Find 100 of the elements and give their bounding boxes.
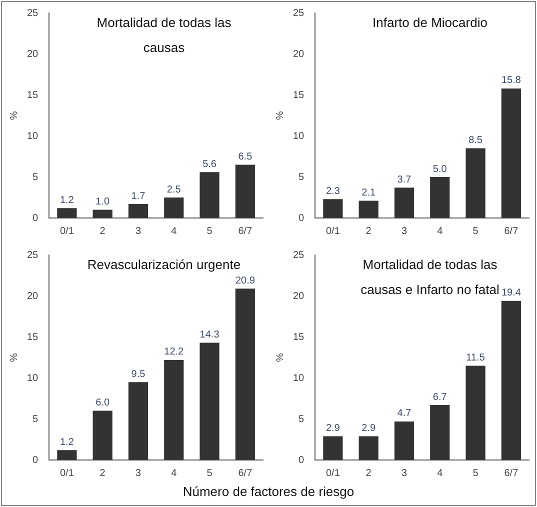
data-label: 1.7	[131, 190, 146, 202]
y-tick-label: 10	[293, 372, 305, 384]
bar	[164, 198, 184, 218]
bar	[394, 421, 414, 460]
x-axis-title: Número de factores de riesgo	[182, 484, 356, 499]
y-tick-label: 15	[27, 332, 39, 343]
text: Mortalidad de todas las causas	[96, 14, 232, 57]
data-label: 3.7	[397, 174, 412, 186]
data-label: 8.5	[468, 135, 483, 146]
bar	[200, 172, 220, 218]
y-tick-label: 5	[32, 172, 39, 183]
y-tick-label: 20	[27, 290, 39, 302]
y-axis-title: %	[8, 110, 20, 120]
x-tick-label: 0/1	[326, 226, 340, 237]
bar	[92, 210, 112, 218]
bar	[57, 450, 77, 460]
bar	[235, 288, 255, 460]
y-axis-title: %	[274, 110, 286, 120]
x-tick-label: 0/1	[60, 468, 74, 479]
x-tick-label: 5	[472, 226, 479, 237]
bar	[358, 436, 378, 460]
data-label: 2.9	[326, 422, 340, 434]
bar	[466, 148, 486, 218]
bar	[235, 164, 255, 218]
x-tick-label: 5	[206, 468, 213, 479]
y-tick-label: 5	[298, 414, 305, 425]
data-label: 20.9	[235, 275, 256, 286]
x-tick-label: 4	[171, 468, 178, 479]
y-tick-label: 10	[293, 130, 305, 142]
bar	[128, 382, 148, 460]
x-tick-label: 5	[206, 226, 213, 237]
x-tick-label: 0/1	[60, 226, 74, 237]
bar	[394, 188, 414, 218]
data-label: 14.3	[200, 329, 220, 340]
data-label: 11.5	[466, 352, 486, 364]
data-label: 5.6	[202, 158, 217, 170]
bar	[323, 436, 343, 460]
y-axis-title: %	[8, 352, 20, 362]
bar	[92, 410, 112, 460]
data-label: 6.0	[96, 398, 110, 409]
bar	[200, 342, 220, 460]
data-label: 2.1	[362, 188, 376, 199]
x-tick-label: 6/7	[504, 226, 519, 237]
data-label: 2.9	[362, 422, 376, 434]
y-tick-label: 25	[293, 8, 305, 19]
data-label: 1.2	[60, 194, 74, 206]
y-tick-label: 15	[27, 90, 39, 101]
x-tick-label: 6/7	[504, 468, 519, 479]
data-label: 12.2	[164, 346, 184, 358]
data-label: 6.5	[238, 151, 253, 162]
y-tick-label: 25	[27, 250, 39, 261]
data-label: 1.2	[60, 436, 74, 448]
x-tick-label: 2	[366, 468, 372, 479]
y-tick-label: 15	[293, 90, 305, 101]
x-tick-label: 4	[171, 226, 178, 237]
y-tick-label: 0	[32, 454, 39, 466]
bar	[501, 88, 521, 218]
y-tick-label: 5	[298, 172, 305, 183]
text: Mortalidad de todas las causas e Infarto no fatal	[360, 257, 500, 297]
x-tick-label: 2	[100, 468, 106, 479]
bar	[323, 199, 343, 218]
x-tick-label: 6/7	[238, 468, 253, 479]
bar	[501, 300, 521, 460]
data-label: 6.7	[432, 392, 448, 403]
y-tick-label: 0	[298, 454, 305, 466]
data-label: 4.7	[397, 408, 412, 420]
y-tick-label: 15	[293, 332, 305, 343]
y-axis-title: %	[274, 352, 286, 362]
bar	[128, 204, 148, 218]
chart-title: Infarto de Miocardio	[372, 14, 488, 32]
y-tick-label: 25	[293, 250, 305, 261]
bar	[466, 366, 486, 460]
x-tick-label: 3	[401, 226, 408, 237]
data-label: 15.8	[501, 75, 522, 86]
x-tick-label: 3	[135, 226, 142, 237]
x-tick-label: 6/7	[238, 226, 253, 237]
y-tick-label: 20	[27, 48, 39, 60]
x-tick-label: 4	[437, 468, 444, 479]
bar	[430, 177, 450, 218]
y-tick-label: 10	[27, 372, 39, 384]
x-tick-label: 0/1	[326, 468, 340, 479]
y-tick-label: 25	[27, 8, 39, 19]
data-label: 19.4	[501, 288, 522, 299]
y-tick-label: 0	[298, 212, 305, 224]
y-tick-label: 20	[293, 290, 305, 302]
x-tick-label: 2	[366, 226, 372, 237]
data-label: 9.5	[131, 368, 146, 380]
bar	[57, 208, 77, 218]
bar	[164, 360, 184, 460]
y-tick-label: 5	[32, 414, 39, 425]
data-label: 2.5	[166, 184, 182, 196]
y-tick-label: 0	[32, 212, 39, 224]
data-label: 5.0	[432, 164, 448, 175]
y-tick-label: 10	[27, 130, 39, 142]
x-tick-label: 3	[135, 468, 142, 479]
data-label: 1.0	[96, 196, 110, 208]
y-tick-label: 20	[293, 48, 305, 60]
bar	[358, 200, 378, 218]
x-tick-label: 5	[472, 468, 479, 479]
bar	[430, 405, 450, 460]
